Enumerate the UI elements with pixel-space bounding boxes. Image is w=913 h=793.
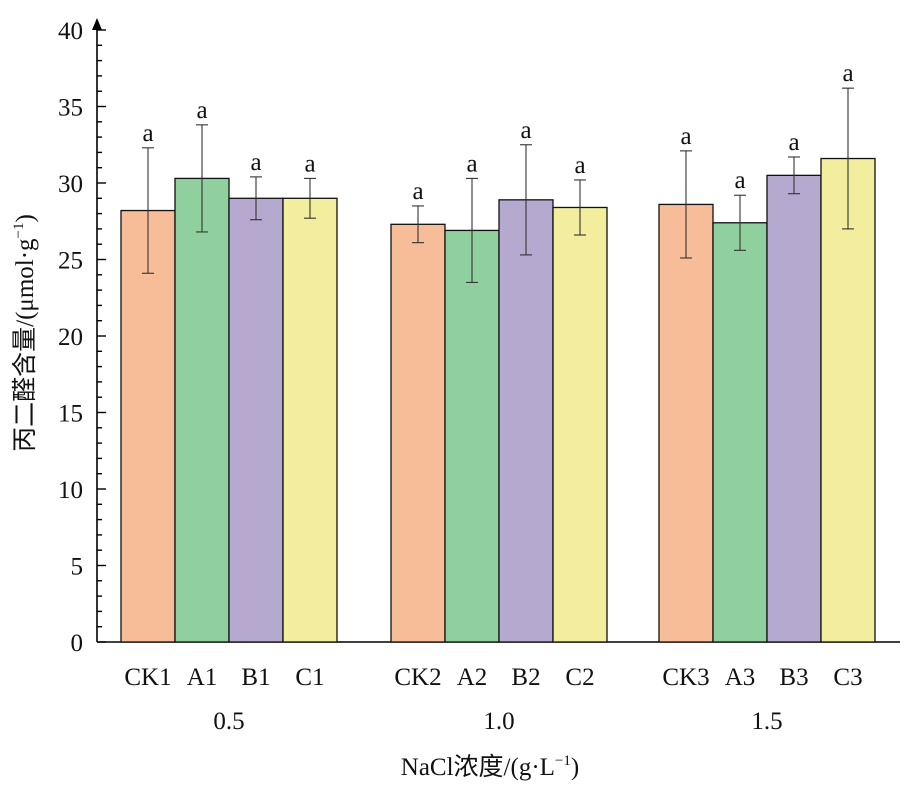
category-label: A2 [457,664,488,691]
significance-label: a [734,167,745,194]
significance-label: a [520,117,531,144]
y-tick-label: 10 [58,477,83,504]
bar-a3 [712,222,768,643]
bar-a1 [174,177,230,643]
significance-label: a [304,150,315,177]
category-label: CK2 [394,664,441,691]
y-tick-label: 20 [58,324,83,351]
x-axis-title-close: ) [571,754,579,781]
bar-b2 [498,199,554,643]
significance-label: a [142,120,153,147]
y-tick-label: 0 [71,630,84,657]
category-label: CK3 [662,664,709,691]
category-label: CK1 [124,664,171,691]
significance-label: a [788,129,799,156]
bar-b1 [228,197,284,643]
bar-b3 [766,174,822,643]
y-tick-label: 15 [58,401,83,428]
bar-ck3 [658,203,714,643]
y-tick-label: 40 [58,18,83,45]
significance-label: a [412,178,423,205]
significance-label: a [680,123,691,150]
y-axis: 0 5 10 15 20 25 30 35 40 [58,18,106,657]
group-label: 1.5 [751,708,782,735]
x-axis-title: NaCl浓度/(g·L−1) [401,753,579,781]
bar-a2 [444,229,500,643]
bar-ck1 [120,209,176,643]
y-axis-title-close: ) [12,214,39,222]
y-axis-title-unit: /(μmol·g [12,238,39,327]
y-axis-title-cn: 丙二醛含量 [11,327,39,452]
category-label: A1 [187,664,218,691]
y-tick-label: 30 [58,171,83,198]
y-tick-label: 25 [58,248,83,275]
significance-label: a [574,152,585,179]
y-ticks: 0 5 10 15 20 25 30 35 40 [58,18,106,657]
x-axis-title-prefix: NaCl浓度/(g·L [401,753,555,781]
significance-label: a [250,149,261,176]
category-label: C3 [833,664,862,691]
bar-c1 [282,197,338,643]
significance-label: a [196,97,207,124]
category-label: B2 [511,664,540,691]
category-label: C2 [565,664,594,691]
bars: a a a a a a a a a a a a [120,60,876,643]
category-labels: CK1 A1 B1 C1 0.5 CK2 A2 B2 C2 1.0 CK3 A3 B3 C3 1.5 [124,664,862,735]
category-label: B1 [241,664,270,691]
y-axis-title: 丙二醛含量/(μmol·g−1) [11,214,39,452]
group-label: 1.0 [483,708,514,735]
y-tick-label: 5 [71,554,84,581]
category-label: C1 [295,664,324,691]
significance-label: a [466,150,477,177]
y-axis-arrow [92,18,102,30]
y-axis-title-sup: −1 [11,222,27,238]
bar-c3 [820,157,876,643]
group-label: 0.5 [213,708,244,735]
category-label: A3 [725,664,756,691]
bar-c2 [552,206,608,643]
significance-label: a [842,60,853,87]
x-axis-title-sup: −1 [555,753,571,769]
y-tick-label: 35 [58,95,83,122]
bar-ck2 [390,223,446,643]
category-label: B3 [779,664,808,691]
